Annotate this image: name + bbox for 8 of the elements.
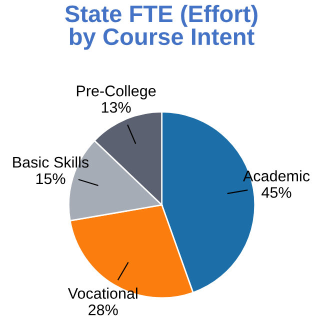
data-label: 45% [262,187,292,198]
data-label: 13% [102,102,131,113]
chart-title: State FTE (Effort) by Course Intent [65,4,258,50]
slice-label: Vocational [68,288,138,299]
slice-label: Basic Skills [13,156,89,168]
slice-label: Pre-College [76,85,156,100]
data-label: 15% [36,173,66,184]
data-label: 28% [88,304,118,316]
